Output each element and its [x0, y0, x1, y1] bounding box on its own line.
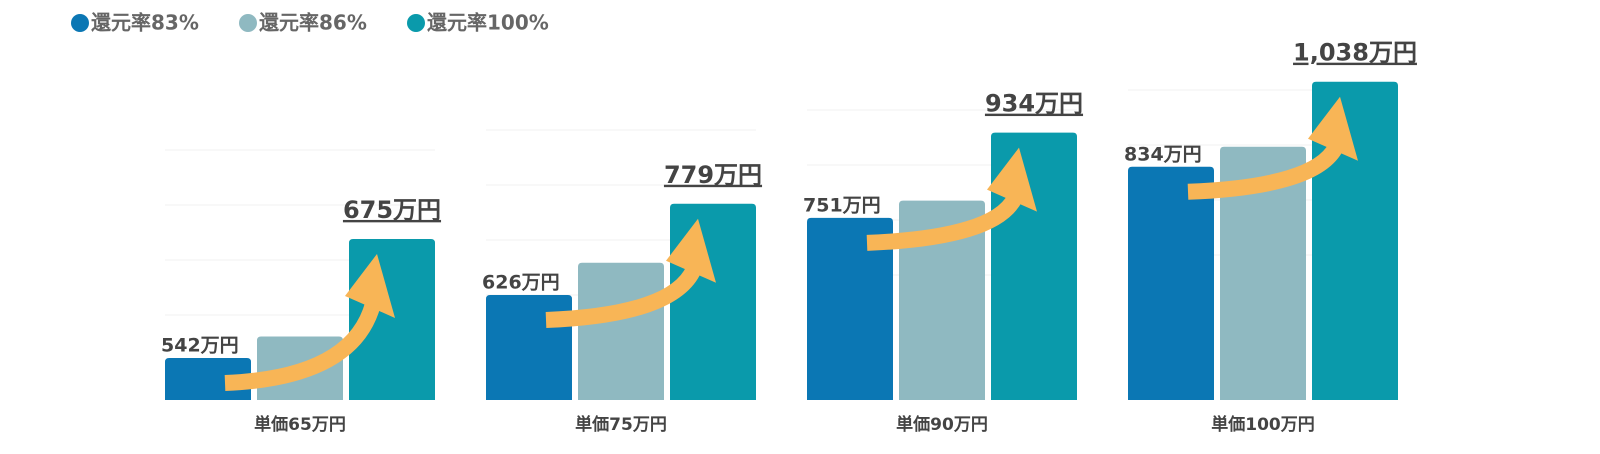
- value-label: 751万円: [803, 194, 881, 216]
- arrow-shaft: [224, 301, 381, 391]
- legend-label: 還元率83%: [91, 11, 199, 35]
- bar: [1128, 166, 1214, 400]
- legend-label: 還元率86%: [259, 11, 367, 35]
- value-label: 779万円: [664, 161, 762, 189]
- legend-marker: [71, 14, 89, 32]
- value-label: 834万円: [1124, 143, 1202, 165]
- arrow-head: [345, 253, 395, 318]
- bar: [807, 217, 893, 400]
- value-label: 542万円: [161, 334, 239, 356]
- value-label: 1,038万円: [1293, 39, 1417, 67]
- legend-label: 還元率100%: [427, 11, 549, 35]
- bar: [899, 200, 985, 400]
- bar: [578, 262, 664, 400]
- x-tick-label: 単価100万円: [1211, 414, 1315, 435]
- legend-marker: [239, 14, 257, 32]
- arrow-shaft: [866, 193, 1023, 251]
- value-label: 626万円: [482, 272, 560, 294]
- arrow-shaft: [545, 265, 702, 329]
- arrow-head: [1308, 96, 1358, 161]
- x-tick-label: 単価65万円: [254, 414, 346, 435]
- bar: [670, 203, 756, 400]
- legend-marker: [407, 14, 425, 32]
- arrow-head: [666, 218, 716, 283]
- value-label: 934万円: [985, 90, 1083, 118]
- x-tick-label: 単価90万円: [896, 414, 988, 435]
- value-label: 675万円: [343, 196, 441, 224]
- x-tick-label: 単価75万円: [575, 414, 667, 435]
- arrow-shaft: [1187, 142, 1344, 200]
- arrow-head: [987, 147, 1037, 212]
- bar: [1220, 146, 1306, 400]
- bar: [486, 295, 572, 400]
